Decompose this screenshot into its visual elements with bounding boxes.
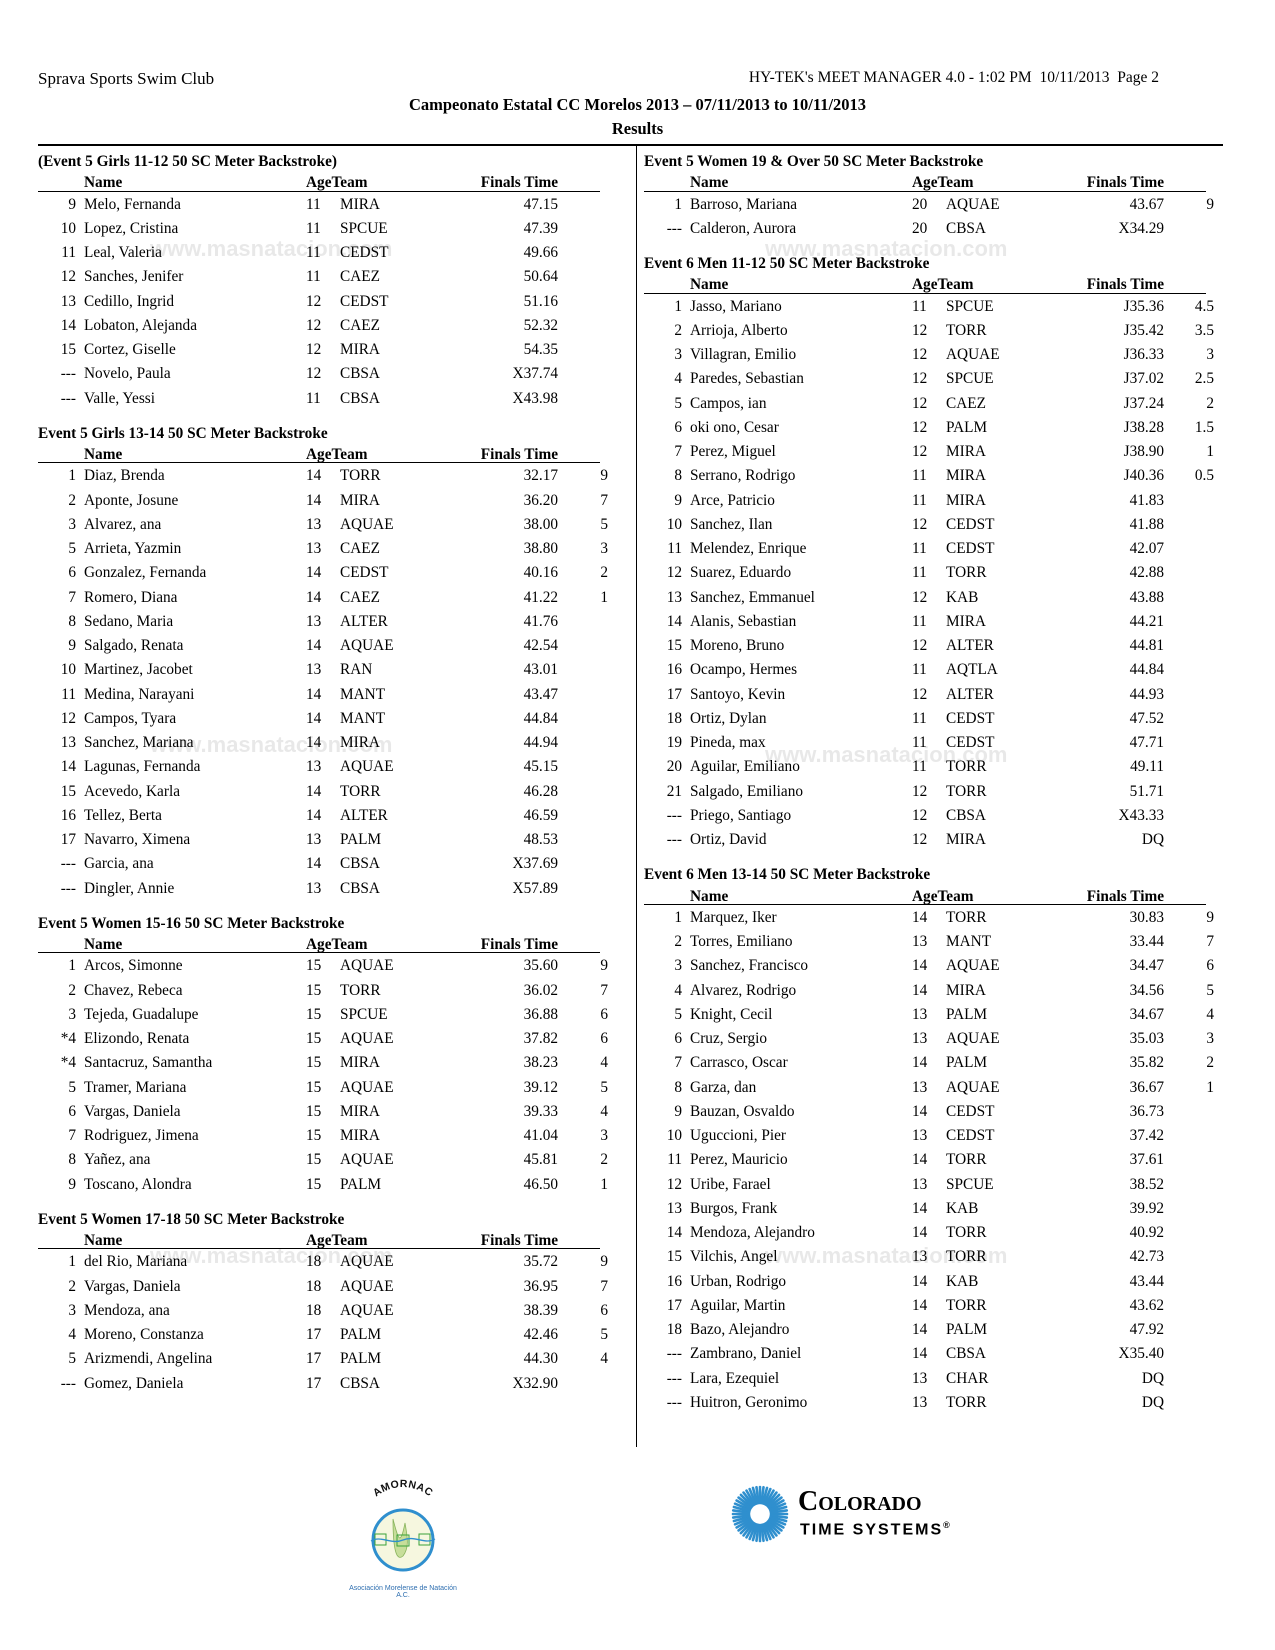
svg-text:AMORNAC: AMORNAC (371, 1478, 435, 1499)
